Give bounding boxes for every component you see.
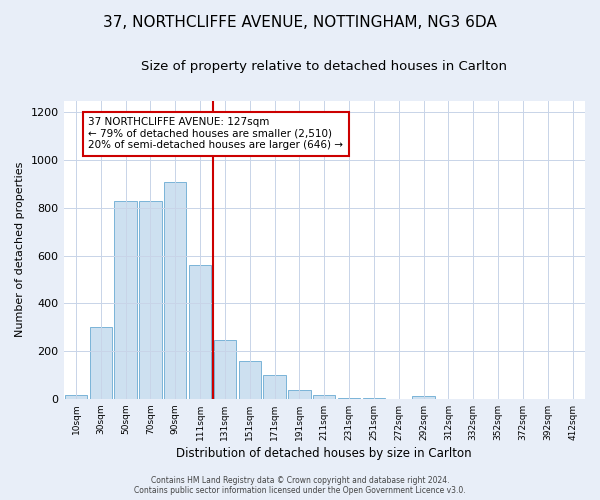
Text: Contains HM Land Registry data © Crown copyright and database right 2024.
Contai: Contains HM Land Registry data © Crown c… <box>134 476 466 495</box>
X-axis label: Distribution of detached houses by size in Carlton: Distribution of detached houses by size … <box>176 447 472 460</box>
Bar <box>214 340 236 399</box>
Bar <box>164 182 187 399</box>
Bar <box>263 375 286 399</box>
Bar <box>363 398 385 399</box>
Bar <box>65 395 87 399</box>
Y-axis label: Number of detached properties: Number of detached properties <box>15 162 25 338</box>
Bar <box>338 398 360 399</box>
Text: 37 NORTHCLIFFE AVENUE: 127sqm
← 79% of detached houses are smaller (2,510)
20% o: 37 NORTHCLIFFE AVENUE: 127sqm ← 79% of d… <box>88 118 343 150</box>
Title: Size of property relative to detached houses in Carlton: Size of property relative to detached ho… <box>141 60 507 73</box>
Bar <box>412 396 435 399</box>
Bar <box>189 265 211 399</box>
Bar <box>288 390 311 399</box>
Bar <box>139 201 161 399</box>
Text: 37, NORTHCLIFFE AVENUE, NOTTINGHAM, NG3 6DA: 37, NORTHCLIFFE AVENUE, NOTTINGHAM, NG3 … <box>103 15 497 30</box>
Bar <box>239 360 261 399</box>
Bar <box>115 201 137 399</box>
Bar <box>313 395 335 399</box>
Bar <box>89 327 112 399</box>
